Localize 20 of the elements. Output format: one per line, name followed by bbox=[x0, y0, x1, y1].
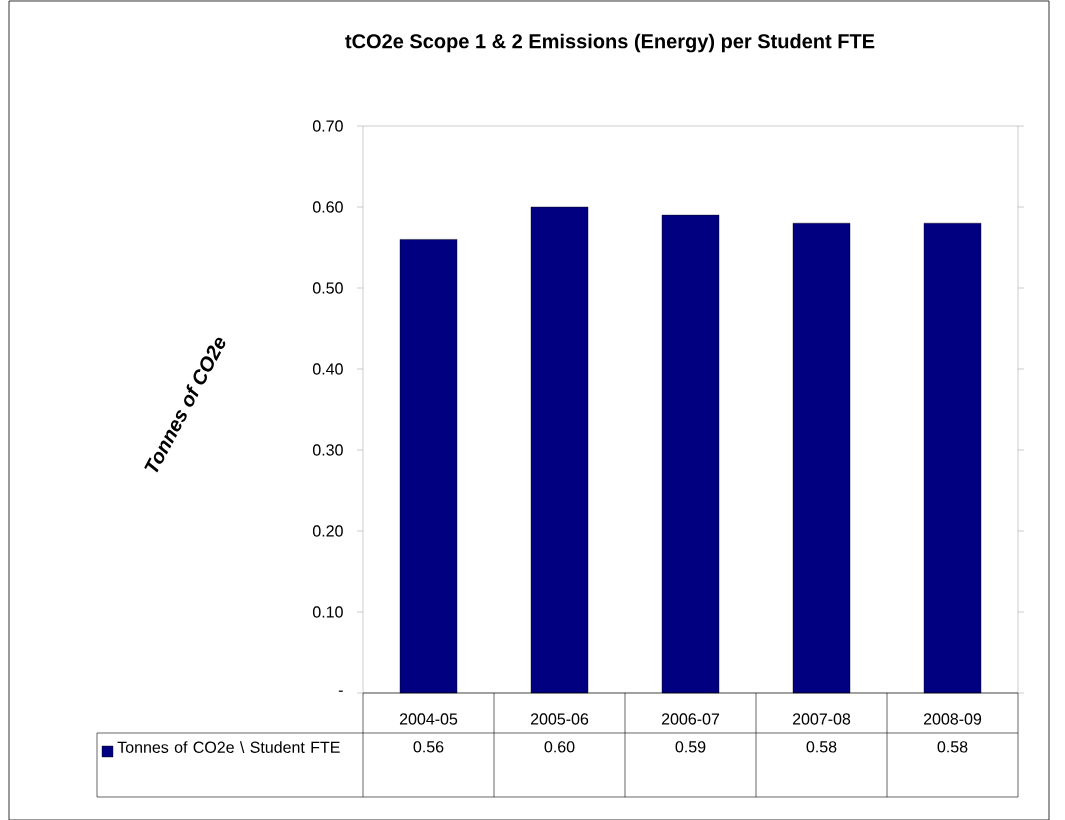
y-tick-label: 0.50 bbox=[312, 282, 343, 294]
x-tick-label: 2008-09 bbox=[923, 713, 982, 725]
y-tick-label: 0.60 bbox=[312, 201, 343, 213]
chart-title: tCO2e Scope 1 & 2 Emissions (Energy) per Student FTE bbox=[345, 33, 875, 53]
x-tick-label: 2004-05 bbox=[399, 713, 458, 725]
data-label: 0.58 bbox=[806, 741, 837, 753]
x-tick-label: 2005-06 bbox=[530, 713, 589, 725]
y-tick-label: 0.70 bbox=[312, 120, 343, 132]
y-tick-label: 0.40 bbox=[312, 363, 343, 375]
y-tick-label: 0.10 bbox=[312, 606, 343, 618]
legend-label: Tonnes of CO2e \ Student FTE bbox=[117, 741, 340, 753]
x-tick-label: 2006-07 bbox=[661, 713, 720, 725]
data-label: 0.59 bbox=[675, 741, 706, 753]
y-tick-label: - bbox=[338, 690, 343, 692]
y-tick-label: 0.30 bbox=[312, 444, 343, 456]
x-tick-label: 2007-08 bbox=[792, 713, 851, 725]
data-label: 0.58 bbox=[937, 741, 968, 753]
data-label: 0.60 bbox=[544, 741, 575, 753]
y-tick-label: 0.20 bbox=[312, 525, 343, 537]
data-label: 0.56 bbox=[413, 741, 444, 753]
